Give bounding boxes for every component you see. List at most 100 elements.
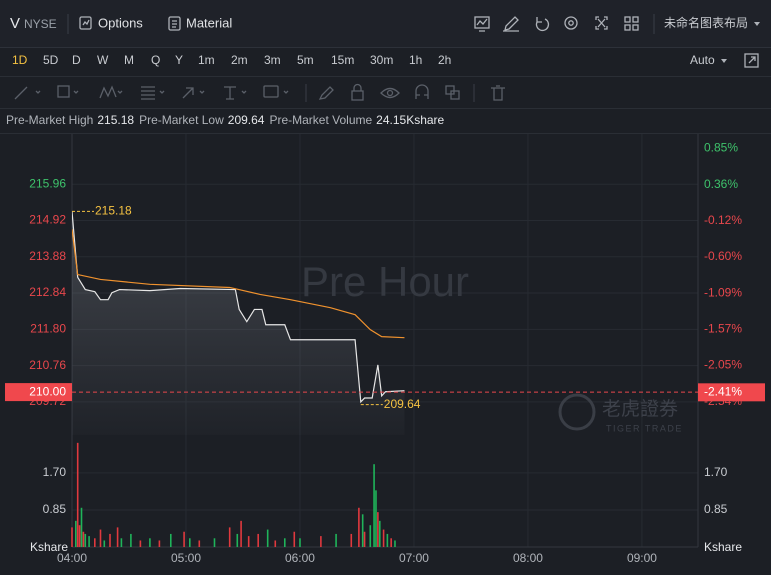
- volume-bar: [299, 538, 301, 547]
- info-label: Pre-Market Volume: [269, 113, 372, 127]
- volume-bar: [293, 531, 296, 547]
- y2-tick-label: -1.09%: [704, 286, 742, 300]
- y2-tick-label: -0.12%: [704, 213, 742, 227]
- timeframe-button[interactable]: 3m: [264, 53, 281, 67]
- layout-icon[interactable]: [624, 16, 639, 31]
- timeframe-button[interactable]: 5D: [43, 53, 59, 67]
- x-tick-label: 06:00: [285, 551, 315, 565]
- last-price-tag: [5, 383, 72, 402]
- timeframe-button[interactable]: W: [97, 53, 109, 67]
- volume-tick-label: 1.70: [43, 465, 67, 479]
- volume-bar: [183, 531, 185, 547]
- volume-tick-label: 0.85: [43, 502, 67, 516]
- volume-bar: [240, 520, 242, 547]
- volume-bar: [247, 536, 250, 547]
- volume-bar: [361, 514, 364, 547]
- scale-mode[interactable]: Auto: [690, 53, 715, 67]
- info-value: 215.18: [97, 113, 134, 127]
- dropdown-arrow[interactable]: [754, 22, 760, 26]
- material-icon[interactable]: [168, 16, 181, 31]
- volume-unit: Kshare: [30, 540, 68, 554]
- volume-bar: [139, 540, 142, 547]
- volume-tick-label: 0.85: [704, 502, 728, 516]
- volume-bar: [109, 533, 111, 547]
- exchange: NYSE: [24, 17, 57, 31]
- x-tick-label: 09:00: [627, 551, 657, 565]
- drawing-tools[interactable]: [14, 83, 505, 102]
- info-value: 24.15Kshare: [376, 113, 444, 127]
- draw-icon[interactable]: [503, 16, 519, 32]
- volume-tick-label: 1.70: [704, 465, 728, 479]
- y2-tick-label: -1.57%: [704, 322, 742, 336]
- indicator-icon[interactable]: [474, 16, 490, 32]
- timeframe-button[interactable]: D: [72, 53, 81, 67]
- options-button[interactable]: Options: [98, 15, 143, 30]
- timeframe-button[interactable]: 15m: [331, 53, 354, 67]
- symbol[interactable]: V: [10, 15, 20, 32]
- volume-bar: [80, 507, 83, 547]
- timeframe-button[interactable]: 1h: [409, 53, 422, 67]
- volume-bar: [78, 525, 81, 547]
- dropdown-arrow[interactable]: [721, 59, 727, 63]
- volume-bar: [116, 527, 119, 547]
- timeframe-button[interactable]: Y: [175, 53, 183, 67]
- info-label: Pre-Market Low: [139, 113, 224, 127]
- brand-name: 老虎證券: [602, 398, 678, 420]
- high-label: 215.18: [95, 204, 132, 218]
- timeframe-button[interactable]: 2h: [438, 53, 451, 67]
- info-label: Pre-Market High: [6, 113, 93, 127]
- reset-icon[interactable]: [535, 17, 550, 32]
- y-tick-label: 210.76: [29, 358, 66, 372]
- y-tick-label: 212.84: [29, 285, 66, 299]
- volume-bar: [82, 531, 85, 547]
- y-tick-label: 214.92: [29, 213, 66, 227]
- timeframe-button[interactable]: 1m: [198, 53, 215, 67]
- watermark: Pre Hour: [301, 258, 469, 305]
- timeframe-button[interactable]: M: [124, 53, 134, 67]
- volume-bar: [130, 533, 132, 547]
- x-tick-label: 05:00: [171, 551, 201, 565]
- volume-bar: [358, 507, 360, 547]
- expand-icon[interactable]: [744, 53, 759, 68]
- volume-bar: [188, 538, 191, 547]
- fullscreen-icon[interactable]: [595, 16, 608, 30]
- layout-name[interactable]: 未命名图表布局: [664, 15, 748, 30]
- volume-bar: [88, 536, 90, 547]
- info-value: 209.64: [228, 113, 265, 127]
- volume-bar: [373, 464, 375, 547]
- volume-bar: [274, 540, 277, 547]
- timeframe-button[interactable]: Q: [151, 53, 160, 67]
- last-change-label: -2.41%: [704, 384, 742, 398]
- average-line: [72, 229, 405, 339]
- volume-bar: [158, 540, 161, 547]
- header-bar: [0, 0, 771, 47]
- last-price-label: 210.00: [29, 384, 66, 398]
- volume-bar: [236, 533, 239, 547]
- volume-bar: [369, 525, 372, 547]
- material-button[interactable]: Material: [186, 15, 232, 30]
- last-change-tag: [698, 383, 765, 402]
- brand-watermark: 老虎證券 TIGER TRADE: [558, 393, 683, 433]
- volume-bar: [377, 512, 379, 547]
- volume-bar: [71, 527, 73, 547]
- options-icon[interactable]: [79, 16, 92, 30]
- y2-tick-label: 0.36%: [704, 177, 738, 191]
- timeframe-button[interactable]: 2m: [231, 53, 248, 67]
- pre-market-info: Pre-Market High 215.18 Pre-Market Low 209.6…: [6, 113, 445, 127]
- timeframe-button[interactable]: 5m: [297, 53, 314, 67]
- settings-icon[interactable]: [564, 16, 578, 30]
- timeframe-row: 1D 5D D W M Q Y 1m 2m 3m 5m 15m 30m 1h 2h: [12, 53, 451, 67]
- volume-bar: [390, 538, 392, 547]
- timeframe-button[interactable]: 30m: [370, 53, 393, 67]
- volume-bar: [320, 536, 322, 547]
- x-tick-label: 08:00: [513, 551, 543, 565]
- volume-bar: [378, 520, 381, 547]
- low-label: 209.64: [384, 397, 421, 411]
- timeframe-button[interactable]: 1D: [12, 53, 28, 67]
- brand-sub: TIGER TRADE: [606, 423, 683, 433]
- volume-bar: [266, 529, 269, 547]
- volume-bar: [350, 533, 353, 547]
- volume-bar: [283, 538, 286, 547]
- y-tick-label: 213.88: [29, 249, 66, 263]
